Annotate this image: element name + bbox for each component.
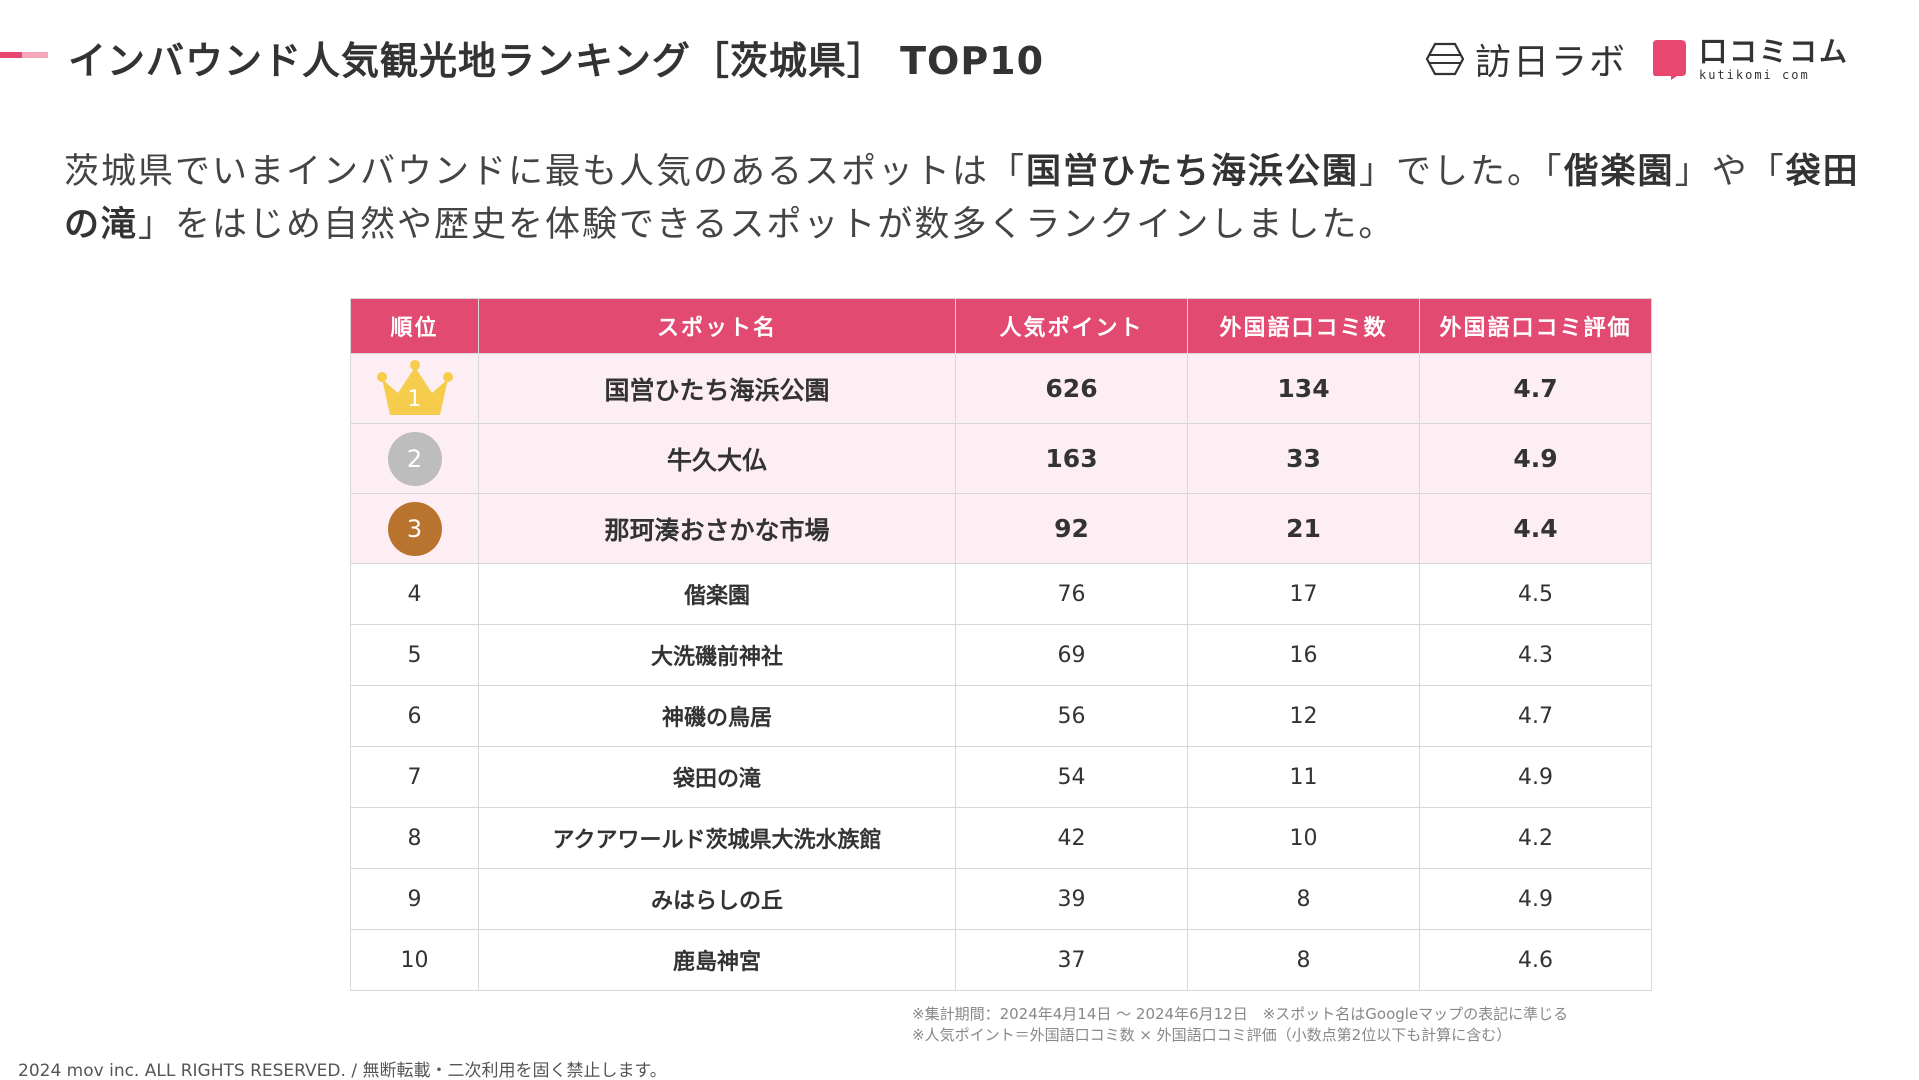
table-row: 3 那珂湊おさかな市場 92 21 4.4 <box>350 493 1652 564</box>
rating-cell: 4.7 <box>1419 353 1652 424</box>
rank-cell: 4 <box>350 563 479 625</box>
kuchikomi-logo-icon <box>1652 40 1686 80</box>
rating-cell: 4.7 <box>1419 685 1652 747</box>
page-title: インバウンド人気観光地ランキング［茨城県］ TOP10 <box>68 39 1045 83</box>
copyright: 2024 mov inc. ALL RIGHTS RESERVED. / 無断転… <box>18 1061 667 1080</box>
houjin-lab-logo-icon <box>1425 42 1465 76</box>
review-count-cell: 10 <box>1187 807 1420 869</box>
kuchikomi-logo-text: 口コミコム <box>1698 34 1849 68</box>
points-cell: 54 <box>955 746 1188 808</box>
lead-highlight: 国営ひたち海浜公園 <box>1026 152 1360 192</box>
review-count-cell: 16 <box>1187 624 1420 686</box>
rank-cell: 1 <box>350 353 479 424</box>
spot-name-cell: 偕楽園 <box>478 563 956 625</box>
rank-cell: 6 <box>350 685 479 747</box>
review-count-cell: 134 <box>1187 353 1420 424</box>
column-header-rank: 順位 <box>350 298 479 354</box>
review-count-cell: 8 <box>1187 868 1420 930</box>
rating-cell: 4.9 <box>1419 423 1652 494</box>
rating-cell: 4.6 <box>1419 929 1652 991</box>
houjin-lab-logo-text: 訪日ラボ <box>1474 42 1627 83</box>
column-header-reviews: 外国語口コミ数 <box>1187 298 1420 354</box>
gold-crown-icon: 1 <box>376 359 454 419</box>
table-body: 1 国営ひたち海浜公園 626 134 4.7 2 牛久大仏 163 33 4.9 3 那珂湊おさかな… <box>350 353 1652 991</box>
spot-name-cell: 袋田の滝 <box>478 746 956 808</box>
notes: ※集計期間：2024年4月14日 〜 2024年6月12日 ※スポット名はGoo… <box>912 1004 1568 1046</box>
spot-name-cell: 牛久大仏 <box>478 423 956 494</box>
title-accent-light <box>22 52 48 58</box>
points-cell: 56 <box>955 685 1188 747</box>
lead-highlight: 袋田の滝 <box>64 152 1860 245</box>
table-row: 6 神磯の鳥居 56 12 4.7 <box>350 685 1652 747</box>
points-cell: 92 <box>955 493 1188 564</box>
spot-name-cell: 国営ひたち海浜公園 <box>478 353 956 424</box>
review-count-cell: 21 <box>1187 493 1420 564</box>
table-row: 10 鹿島神宮 37 8 4.6 <box>350 929 1652 991</box>
spot-name-cell: 神磯の鳥居 <box>478 685 956 747</box>
spot-name-cell: 那珂湊おさかな市場 <box>478 493 956 564</box>
rating-cell: 4.4 <box>1419 493 1652 564</box>
column-header-spot: スポット名 <box>478 298 956 354</box>
rating-cell: 4.9 <box>1419 868 1652 930</box>
spot-name-cell: みはらしの丘 <box>478 868 956 930</box>
rank-cell: 3 <box>350 493 479 564</box>
table-header-row: 順位 スポット名 人気ポイント 外国語口コミ数 外国語口コミ評価 <box>350 298 1652 354</box>
title-accent-bar <box>0 52 48 58</box>
points-cell: 163 <box>955 423 1188 494</box>
rank-number: 1 <box>407 386 422 412</box>
rating-cell: 4.5 <box>1419 563 1652 625</box>
logo-area: 訪日ラボ 口コミコム kutikomi com <box>1425 34 1849 84</box>
rank-cell: 2 <box>350 423 479 494</box>
rank-cell: 9 <box>350 868 479 930</box>
review-count-cell: 17 <box>1187 563 1420 625</box>
rating-cell: 4.3 <box>1419 624 1652 686</box>
lead-text: 茨城県でいまインバウンドに最も人気のあるスポットは「 <box>64 152 1027 192</box>
points-cell: 626 <box>955 353 1188 424</box>
lead-text: 」や「 <box>1674 152 1786 192</box>
points-cell: 37 <box>955 929 1188 991</box>
title-accent-dark <box>0 52 22 58</box>
column-header-points: 人気ポイント <box>955 298 1188 354</box>
table-row: 5 大洗磯前神社 69 16 4.3 <box>350 624 1652 686</box>
points-cell: 39 <box>955 868 1188 930</box>
table-row: 9 みはらしの丘 39 8 4.9 <box>350 868 1652 930</box>
rank-cell: 5 <box>350 624 479 686</box>
column-header-rating: 外国語口コミ評価 <box>1419 298 1652 354</box>
points-cell: 69 <box>955 624 1188 686</box>
spot-name-cell: アクアワールド茨城県大洗水族館 <box>478 807 956 869</box>
silver-medal-icon: 2 <box>387 431 442 486</box>
lead-text: 」でした。「 <box>1359 152 1564 192</box>
review-count-cell: 11 <box>1187 746 1420 808</box>
rank-cell: 10 <box>350 929 479 991</box>
points-cell: 76 <box>955 563 1188 625</box>
table-row: 7 袋田の滝 54 11 4.9 <box>350 746 1652 808</box>
rank-cell: 7 <box>350 746 479 808</box>
review-count-cell: 12 <box>1187 685 1420 747</box>
review-count-cell: 33 <box>1187 423 1420 494</box>
rating-cell: 4.2 <box>1419 807 1652 869</box>
rank-cell: 8 <box>350 807 479 869</box>
spot-name-cell: 鹿島神宮 <box>478 929 956 991</box>
ranking-table: 順位 スポット名 人気ポイント 外国語口コミ数 外国語口コミ評価 1 国営ひたち海… <box>350 298 1652 991</box>
table-row: 1 国営ひたち海浜公園 626 134 4.7 <box>350 353 1652 424</box>
kuchikomi-logo: 口コミコム kutikomi com <box>1651 34 1849 82</box>
table-row: 2 牛久大仏 163 33 4.9 <box>350 423 1652 494</box>
review-count-cell: 8 <box>1187 929 1420 991</box>
houjin-lab-logo: 訪日ラボ <box>1425 33 1627 85</box>
spot-name-cell: 大洗磯前神社 <box>478 624 956 686</box>
table-row: 4 偕楽園 76 17 4.5 <box>350 563 1652 625</box>
table-row: 8 アクアワールド茨城県大洗水族館 42 10 4.2 <box>350 807 1652 869</box>
lead-paragraph: 茨城県でいまインバウンドに最も人気のあるスポットは「国営ひたち海浜公園」でした。… <box>64 146 1874 252</box>
rating-cell: 4.9 <box>1419 746 1652 808</box>
bronze-medal-icon: 3 <box>387 501 442 556</box>
note-line-1: ※集計期間：2024年4月14日 〜 2024年6月12日 ※スポット名はGoo… <box>912 1005 1569 1023</box>
note-line-2: ※人気ポイント＝外国語口コミ数 × 外国語口コミ評価（小数点第2位以下も計算に含… <box>912 1026 1512 1044</box>
lead-highlight: 偕楽園 <box>1563 152 1675 192</box>
kuchikomi-logo-subtext: kutikomi com <box>1698 67 1810 82</box>
lead-text: 」をはじめ自然や歴史を体験できるスポットが数多くランクインしました。 <box>138 205 1396 245</box>
points-cell: 42 <box>955 807 1188 869</box>
